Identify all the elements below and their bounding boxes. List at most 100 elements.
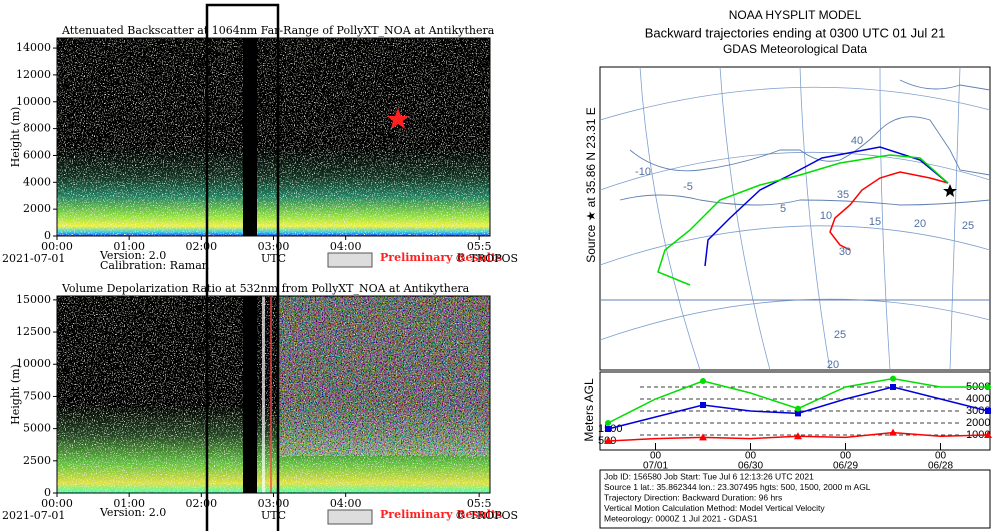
- backscatter-image: [57, 38, 490, 236]
- map-grid-label: 20: [914, 218, 926, 230]
- station-star: [387, 108, 409, 129]
- footer-line: Vertical Motion Calculation Method: Mode…: [604, 503, 825, 513]
- chart-title: NOAA HYSPLIT MODEL: [729, 8, 862, 22]
- preliminary-badge: Preliminary Results: [380, 508, 502, 521]
- x-tick-label: 05:5: [467, 240, 492, 253]
- x-tick-label: 06/29: [833, 461, 858, 472]
- note: Version: 2.0: [99, 506, 166, 519]
- y-tick-label: 12000: [16, 68, 51, 81]
- y-tick-label: 4000: [966, 393, 990, 405]
- y-tick-label: 15000: [16, 293, 51, 306]
- y-tick-label: 7500: [23, 389, 51, 402]
- footer-line: Meteorology: 0000Z 1 Jul 2021 - GDAS1: [604, 513, 758, 523]
- x-tick-label: 02:00: [185, 240, 217, 253]
- footer-line: Source 1 lat.: 35.862344 lon.: 23.307495…: [604, 482, 871, 492]
- footer-frame: [599, 469, 991, 529]
- map-grid-label: 25: [834, 329, 846, 341]
- x-tick-label: 03:00: [258, 240, 290, 253]
- x-tick-label: 01:00: [113, 240, 145, 253]
- y-tick-label: 5000: [23, 422, 51, 435]
- marker: [605, 426, 611, 432]
- marker: [794, 432, 802, 440]
- highlight-box: [205, 3, 280, 531]
- chart-title: Attenuated Backscatter at 1064nm Far-Ran…: [61, 24, 495, 37]
- map-grid-label: 35: [837, 189, 849, 201]
- note: Calibration: Raman: [100, 259, 209, 272]
- credit: © TROPOS: [455, 252, 518, 265]
- map-grid-label: 15: [869, 216, 881, 228]
- map-grid-label: 25: [962, 220, 974, 232]
- map-grid-label: 10: [820, 210, 832, 222]
- marker: [699, 433, 707, 441]
- note: Version: 2.0: [99, 249, 166, 262]
- x-tick-label: 05:5: [467, 497, 492, 510]
- y-tick-label: 0: [44, 229, 51, 242]
- hysplit-map: [599, 66, 991, 371]
- marker: [984, 431, 992, 438]
- preliminary-badge: Preliminary Results: [380, 251, 502, 264]
- source-label: Source ★ at 35.86 N 23.31 E: [584, 107, 598, 263]
- data-gap: [243, 38, 257, 236]
- map-grid-label: -10: [635, 166, 651, 178]
- x-tick-label: 04:00: [330, 497, 362, 510]
- license-badge: [327, 509, 373, 525]
- y-tick-label: 8000: [23, 122, 51, 135]
- x-tick-label: 04:00: [330, 240, 362, 253]
- marker: [700, 402, 706, 408]
- chart-subtitle: GDAS Meteorological Data: [723, 42, 867, 56]
- map-grid-label: 20: [827, 359, 839, 371]
- x-tick-label: 06/30: [738, 461, 763, 472]
- x-tick-label: 00:00: [41, 497, 73, 510]
- y-tick-label: 12500: [16, 325, 51, 338]
- x-hour-label: 00: [650, 451, 662, 462]
- marker: [604, 437, 612, 444]
- x-tick-label: 06/28: [928, 461, 953, 472]
- y-axis-label: Height (m): [9, 364, 22, 425]
- y-tick-label: 10000: [16, 357, 51, 370]
- chart-subtitle: Backward trajectories ending at 0300 UTC…: [645, 25, 946, 40]
- map-grid-label: 40: [851, 135, 863, 147]
- marker: [890, 384, 896, 390]
- x-tick-label: 03:00: [258, 497, 290, 510]
- map-grid-label: 5: [780, 203, 786, 215]
- marker: [795, 405, 801, 412]
- x-hour-label: 00: [745, 451, 757, 462]
- x-tick-label: 01:00: [113, 497, 145, 510]
- marker: [795, 410, 801, 417]
- y-tick-label: 0: [44, 486, 51, 499]
- y-tick-label: 3000: [966, 405, 990, 417]
- x-hour-label: 00: [840, 451, 852, 462]
- y-tick-label: 4000: [23, 175, 51, 188]
- y-tick-label: 6000: [23, 148, 51, 161]
- marker: [889, 428, 897, 436]
- y-tick-label: 2000: [23, 202, 51, 215]
- marker: [700, 378, 706, 384]
- x-tick-label: 00:00: [41, 240, 73, 253]
- marker: [985, 408, 991, 414]
- footer-line: Trajectory Direction: Backward Duration:…: [604, 492, 782, 502]
- y-tick-label: 2000: [966, 417, 990, 429]
- x-axis-label: UTC: [261, 252, 286, 265]
- credit: © TROPOS: [455, 509, 518, 522]
- x-hour-label: 00: [935, 451, 947, 462]
- date-label: 2021-07-01: [2, 509, 65, 522]
- footer-line: Job ID: 156580 Job Start: Tue Jul 6 12:1…: [604, 471, 814, 481]
- map-grid-label: -5: [683, 181, 693, 193]
- x-axis-label: UTC: [261, 509, 286, 522]
- license-badge: [327, 252, 373, 268]
- data-gap: [243, 296, 257, 493]
- date-label: 2021-07-01: [2, 252, 65, 265]
- chart-title: Volume Depolarization Ratio at 532nm fro…: [61, 282, 470, 295]
- depol-image: [57, 296, 490, 493]
- marker: [890, 375, 896, 382]
- x-tick-label: 02:00: [185, 497, 217, 510]
- x-tick-label: 07/01: [643, 461, 668, 472]
- y-tick-label: 10000: [16, 95, 51, 108]
- y-tick-label: 14000: [16, 41, 51, 54]
- marker: [605, 420, 611, 426]
- map-grid-label: 30: [839, 246, 851, 258]
- y-axis-label: Meters AGL: [582, 378, 596, 442]
- y-axis-label: Height (m): [9, 107, 22, 168]
